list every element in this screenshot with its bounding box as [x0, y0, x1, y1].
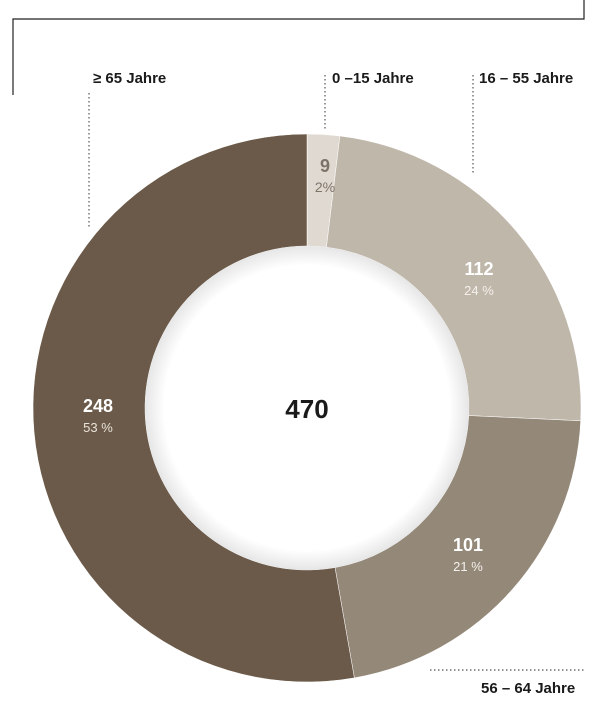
slice-value-label: 248	[83, 396, 113, 416]
slice-percent-label: 21 %	[453, 559, 483, 574]
slice-percent-label: 53 %	[83, 420, 113, 435]
slice-percent-label: 2%	[315, 179, 335, 195]
total-value: 470	[285, 394, 328, 424]
donut-hole	[145, 246, 469, 570]
slice-value-label: 101	[453, 535, 483, 555]
slice-percent-label: 24 %	[464, 283, 494, 298]
category-label-65-plus: ≥ 65 Jahre	[93, 70, 167, 87]
slice-value-label: 9	[320, 156, 330, 176]
slice-value-label: 112	[464, 259, 493, 279]
category-label-16-55: 16 – 55 Jahre	[479, 70, 574, 87]
slice-3	[334, 415, 581, 679]
category-label-56-64: 56 – 64 Jahre	[481, 680, 576, 697]
category-label-0-15: 0 –15 Jahre	[332, 70, 414, 87]
